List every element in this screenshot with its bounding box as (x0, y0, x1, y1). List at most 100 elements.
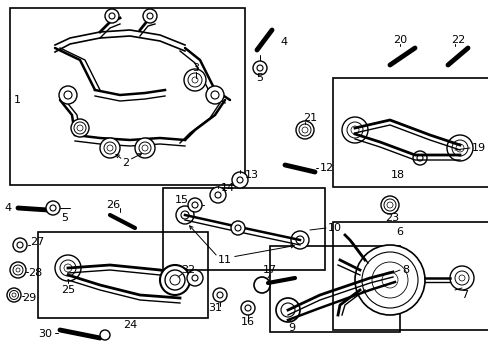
Circle shape (231, 172, 247, 188)
Circle shape (237, 177, 243, 183)
Text: 26: 26 (106, 200, 120, 210)
Circle shape (46, 201, 60, 215)
Circle shape (147, 13, 153, 19)
Circle shape (142, 9, 157, 23)
Circle shape (341, 117, 367, 143)
Text: 18: 18 (390, 170, 404, 180)
Circle shape (298, 124, 310, 136)
Circle shape (295, 236, 304, 244)
Text: 16: 16 (241, 317, 254, 327)
Circle shape (381, 272, 397, 288)
Circle shape (386, 202, 392, 208)
Circle shape (192, 202, 198, 208)
Bar (332, 222, 488, 330)
Circle shape (371, 262, 407, 298)
Circle shape (281, 303, 294, 317)
Circle shape (380, 196, 398, 214)
Text: 27: 27 (30, 237, 44, 247)
Circle shape (454, 271, 468, 285)
Circle shape (241, 301, 254, 315)
Circle shape (105, 9, 119, 23)
Circle shape (109, 13, 115, 19)
Text: 1: 1 (14, 95, 20, 105)
Text: 12: 12 (319, 163, 333, 173)
Circle shape (164, 270, 184, 290)
Text: 3: 3 (192, 63, 199, 73)
Circle shape (446, 135, 472, 161)
Text: 20: 20 (392, 35, 406, 45)
Circle shape (350, 126, 358, 134)
Circle shape (13, 238, 27, 252)
Text: 21: 21 (303, 113, 316, 123)
Circle shape (416, 155, 422, 161)
Bar (10, 8, 244, 185)
Circle shape (13, 265, 23, 275)
Text: 28: 28 (28, 268, 42, 278)
Circle shape (10, 262, 26, 278)
Circle shape (77, 125, 83, 131)
Circle shape (252, 61, 266, 75)
Text: 30: 30 (38, 329, 52, 339)
Text: 11: 11 (218, 255, 231, 265)
Text: 14: 14 (221, 183, 235, 193)
Circle shape (187, 73, 202, 87)
Circle shape (449, 266, 473, 290)
Circle shape (253, 277, 269, 293)
Circle shape (170, 275, 180, 285)
Circle shape (55, 255, 81, 281)
Text: 5: 5 (256, 73, 263, 83)
Circle shape (12, 293, 16, 297)
Bar (332, 78, 488, 187)
Circle shape (205, 86, 224, 104)
Bar (163, 188, 325, 270)
Text: 23: 23 (384, 213, 398, 223)
Circle shape (383, 199, 395, 211)
Circle shape (192, 275, 198, 281)
Text: 9: 9 (288, 323, 295, 333)
Text: 32: 32 (181, 265, 195, 275)
Circle shape (275, 298, 299, 322)
Circle shape (135, 138, 155, 158)
Circle shape (290, 231, 308, 249)
Circle shape (451, 140, 467, 156)
Text: 31: 31 (207, 303, 222, 313)
Circle shape (104, 142, 116, 154)
Bar (38, 232, 207, 318)
Bar (269, 246, 399, 332)
Circle shape (139, 142, 151, 154)
Circle shape (100, 138, 120, 158)
Circle shape (458, 275, 464, 281)
Circle shape (187, 198, 202, 212)
Circle shape (210, 91, 219, 99)
Circle shape (295, 121, 313, 139)
Circle shape (64, 91, 72, 99)
Circle shape (354, 245, 424, 315)
Circle shape (217, 292, 223, 298)
Text: 22: 22 (450, 35, 464, 45)
Circle shape (107, 145, 113, 151)
Circle shape (9, 291, 19, 300)
Circle shape (71, 119, 89, 137)
Circle shape (50, 205, 56, 211)
Text: 15: 15 (175, 195, 189, 205)
Text: 25: 25 (61, 285, 75, 295)
Circle shape (59, 86, 77, 104)
Circle shape (16, 268, 20, 272)
Text: 19: 19 (471, 143, 485, 153)
Circle shape (160, 265, 190, 295)
Circle shape (361, 252, 417, 308)
Circle shape (74, 122, 86, 134)
Circle shape (257, 65, 263, 71)
Circle shape (183, 69, 205, 91)
Circle shape (100, 330, 110, 340)
Text: 17: 17 (263, 265, 277, 275)
Circle shape (235, 225, 241, 231)
Circle shape (64, 264, 72, 272)
Text: 4: 4 (280, 37, 286, 47)
Text: 29: 29 (22, 293, 36, 303)
Circle shape (60, 260, 76, 276)
Text: 8: 8 (401, 265, 408, 275)
Circle shape (7, 288, 21, 302)
Circle shape (176, 206, 194, 224)
Circle shape (181, 211, 189, 219)
